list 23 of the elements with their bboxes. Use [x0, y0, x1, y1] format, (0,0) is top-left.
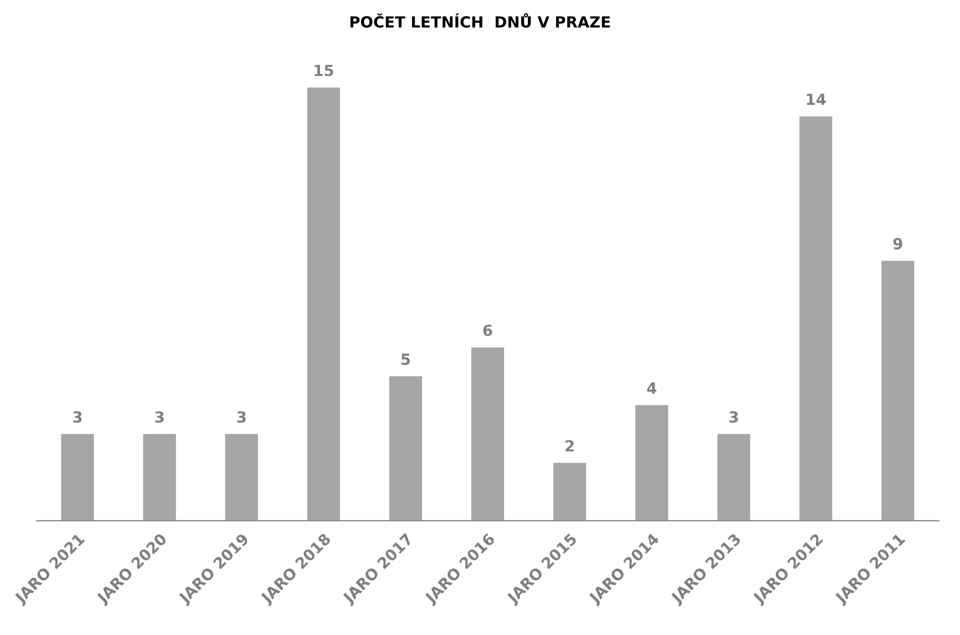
bar	[799, 116, 832, 521]
bar	[717, 434, 750, 521]
data-label: 15	[314, 64, 334, 76]
data-label: 9	[893, 238, 902, 250]
data-label: 5	[402, 354, 410, 365]
bar	[225, 434, 258, 521]
data-label: 2	[566, 440, 574, 452]
bar	[61, 434, 94, 521]
bar	[389, 376, 422, 521]
data-label: 3	[729, 411, 738, 423]
data-label: 3	[73, 411, 82, 423]
bar	[143, 434, 176, 521]
bar	[635, 405, 668, 521]
data-label: 3	[155, 411, 164, 423]
bar	[881, 260, 914, 521]
data-label: 4	[647, 382, 656, 394]
data-label: 6	[483, 324, 492, 336]
bar	[553, 462, 586, 521]
chart-title: POČET LETNÍCH DNŮ V PRAZE	[350, 13, 610, 28]
data-label: 3	[237, 411, 246, 423]
bar	[471, 347, 504, 521]
data-label: 14	[806, 94, 826, 105]
bar	[307, 87, 340, 521]
